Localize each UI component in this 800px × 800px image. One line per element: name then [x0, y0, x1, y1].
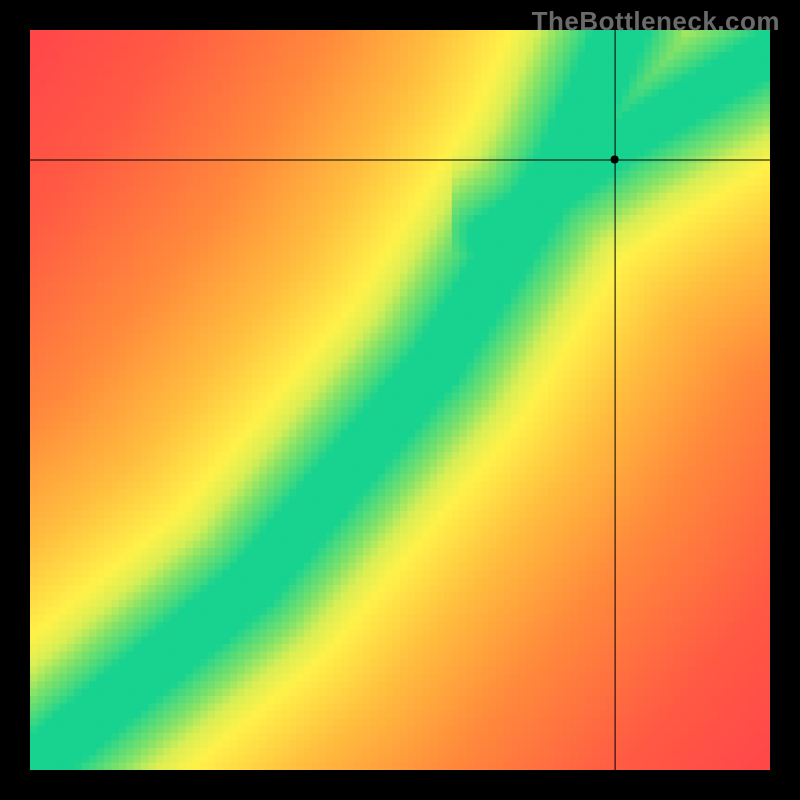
watermark-text: TheBottleneck.com	[532, 6, 780, 37]
heatmap-plot	[30, 30, 770, 770]
root: TheBottleneck.com	[0, 0, 800, 800]
heatmap-canvas	[30, 30, 770, 770]
